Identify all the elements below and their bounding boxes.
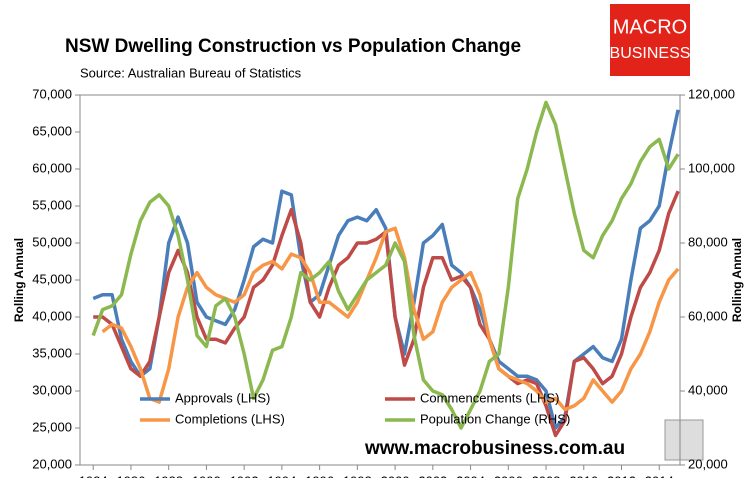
x-tick-label: 2004 [456,473,485,478]
series-line [91,100,680,430]
x-tick-label: 1984 [79,473,108,478]
chart-title: NSW Dwelling Construction vs Population … [65,36,521,57]
logo-text: BUSINESS [610,45,691,62]
x-tick-label: 1988 [154,473,183,478]
x-tick-label: 1992 [230,473,259,478]
x-tick-label: 2006 [494,473,523,478]
y-tick-label: 45,000 [32,271,72,286]
logo-box [610,4,690,76]
legend-label: Completions (LHS) [175,411,285,426]
x-tick-label: 2000 [381,473,410,478]
y2-tick-label: 20,000 [688,456,728,471]
y-tick-label: 30,000 [32,382,72,397]
x-tick-label: 2014 [645,473,674,478]
y2-tick-label: 40,000 [688,382,728,397]
y2-tick-label: 80,000 [688,234,728,249]
y2-tick-label: 100,000 [688,160,735,175]
x-tick-label: 1996 [305,473,334,478]
y-axis-title: Rolling Annual [12,238,26,322]
chart-subtitle: Source: Australian Bureau of Statistics [80,65,302,80]
legend-label: Commencements (LHS) [420,390,559,405]
y-tick-label: 70,000 [32,86,72,101]
y2-tick-label: 60,000 [688,308,728,323]
x-tick-label: 1994 [267,473,296,478]
x-tick-label: 2010 [569,473,598,478]
x-tick-label: 1986 [116,473,145,478]
series-line [92,109,680,430]
y-tick-label: 50,000 [32,234,72,249]
x-tick-label: 2008 [532,473,561,478]
legend-label: Approvals (LHS) [175,390,270,405]
y-tick-label: 35,000 [32,345,72,360]
x-tick-label: 2012 [607,473,636,478]
y-tick-label: 25,000 [32,419,72,434]
y-tick-label: 40,000 [32,308,72,323]
legend-label: Population Change (RHS) [420,411,570,426]
x-tick-label: 1990 [192,473,221,478]
y-tick-label: 20,000 [32,456,72,471]
series-line [101,226,680,412]
watermark: www.macrobusiness.com.au [364,438,625,459]
y-tick-label: 55,000 [32,197,72,212]
logo-text: MACRO [613,16,687,38]
y2-axis-title: Rolling Annual [730,238,744,322]
x-tick-label: 1998 [343,473,372,478]
x-tick-label: 2002 [418,473,447,478]
y-tick-label: 60,000 [32,160,72,175]
y-tick-label: 65,000 [32,123,72,138]
logo-image [664,419,704,461]
y2-tick-label: 120,000 [688,86,735,101]
plot-area [79,94,681,466]
